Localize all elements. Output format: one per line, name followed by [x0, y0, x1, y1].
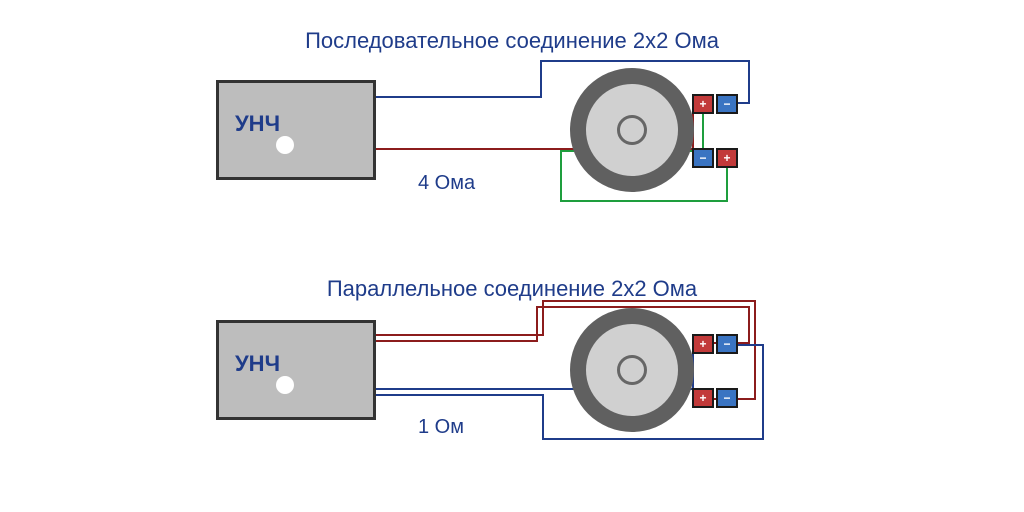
impedance-label: 4 Ома — [418, 172, 475, 195]
amplifier-indicator — [276, 376, 294, 394]
amplifier-box: УНЧ — [216, 80, 376, 180]
terminal-pos: + — [692, 94, 714, 114]
wire-segment — [542, 394, 544, 440]
amplifier-box: УНЧ — [216, 320, 376, 420]
terminal-neg: − — [716, 388, 738, 408]
wire-segment — [540, 60, 750, 62]
terminal-neg: − — [716, 94, 738, 114]
wire-segment — [536, 306, 538, 342]
wire-segment — [748, 60, 750, 104]
terminal-neg: − — [692, 148, 714, 168]
wire-segment — [738, 102, 750, 104]
terminal-neg: − — [716, 334, 738, 354]
wire-segment — [748, 306, 750, 344]
wire-segment — [374, 394, 544, 396]
section-title: Параллельное соединение 2x2 Ома — [327, 276, 697, 302]
terminal-pos: + — [692, 388, 714, 408]
impedance-label: 1 Ом — [418, 416, 464, 439]
wire-segment — [726, 168, 728, 202]
speaker-dustcap — [617, 355, 647, 385]
wire-segment — [536, 306, 750, 308]
section-series: Последовательное соединение 2x2 ОмаУНЧ+−… — [0, 0, 1024, 256]
terminal-pos: + — [716, 148, 738, 168]
section-parallel: Параллельное соединение 2x2 ОмаУНЧ+−+−1 … — [0, 256, 1024, 512]
wire-segment — [540, 60, 542, 98]
wire-segment — [560, 200, 728, 202]
wire-segment — [762, 344, 764, 440]
amplifier-label: УНЧ — [235, 111, 280, 137]
amplifier-indicator — [276, 136, 294, 154]
wire-segment — [542, 300, 756, 302]
section-title: Последовательное соединение 2x2 Ома — [305, 28, 719, 54]
wire-segment — [542, 438, 764, 440]
wire-segment — [738, 344, 764, 346]
wiring-diagram: Последовательное соединение 2x2 ОмаУНЧ+−… — [0, 0, 1024, 512]
wire-segment — [754, 300, 756, 400]
wire-segment — [560, 150, 562, 202]
wire-segment — [374, 334, 544, 336]
wire-segment — [702, 114, 704, 150]
amplifier-label: УНЧ — [235, 351, 280, 377]
speaker-dustcap — [617, 115, 647, 145]
terminal-pos: + — [692, 334, 714, 354]
wire-segment — [374, 96, 542, 98]
wire-segment — [374, 340, 538, 342]
